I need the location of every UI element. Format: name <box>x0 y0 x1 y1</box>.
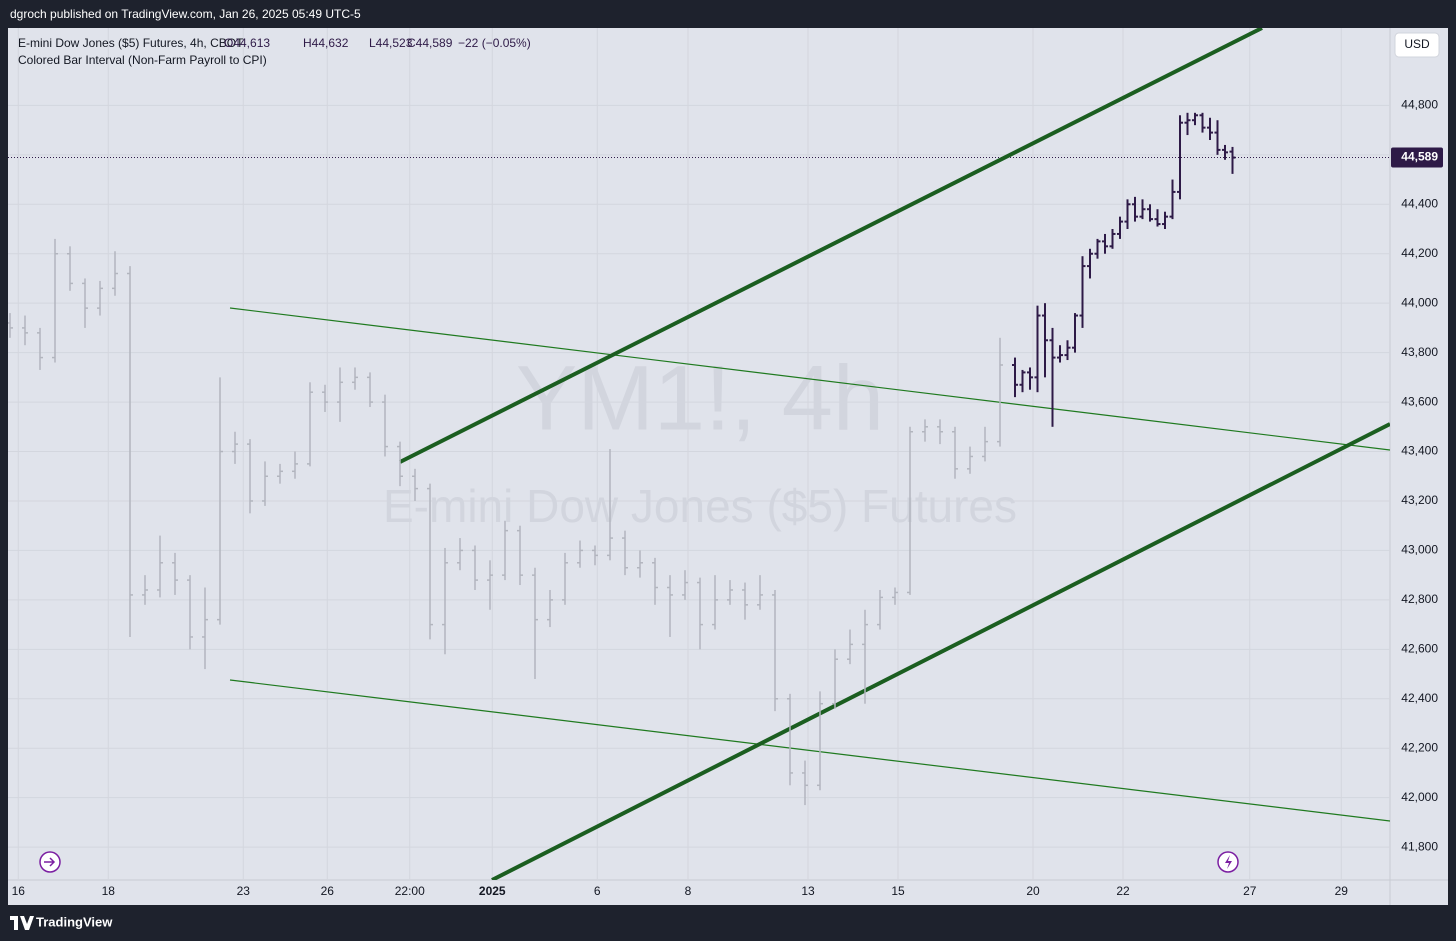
y-tick-label: 43,200 <box>1401 493 1438 507</box>
legend-open: O44,613 <box>224 36 270 50</box>
publisher-note: dgroch published on TradingView.com, Jan… <box>10 7 361 21</box>
x-tick-label: 23 <box>237 884 251 898</box>
y-tick-label: 44,000 <box>1401 295 1438 309</box>
icon-glyph <box>1225 855 1232 869</box>
x-tick-label: 16 <box>12 884 26 898</box>
x-tick-label: 26 <box>321 884 335 898</box>
icon-glyph <box>44 857 56 867</box>
legend-change: −22 (−0.05%) <box>458 36 531 50</box>
x-tick-label: 8 <box>685 884 692 898</box>
x-tick-label: 29 <box>1335 884 1349 898</box>
y-tick-label: 43,800 <box>1401 345 1438 359</box>
trend-line <box>399 28 1263 464</box>
brand-name: TradingView <box>36 914 113 929</box>
last-price-label: 44,589 <box>1401 150 1438 164</box>
replay-icon[interactable] <box>39 851 61 873</box>
trend-lines <box>229 28 1390 880</box>
x-tick-label: 13 <box>801 884 815 898</box>
y-tick-label: 44,200 <box>1401 246 1438 260</box>
trend-line <box>229 679 1390 822</box>
legend-high: H44,632 <box>303 36 349 50</box>
y-tick-label: 42,600 <box>1401 641 1438 655</box>
y-tick-label: 43,000 <box>1401 543 1438 557</box>
watermark-name: E-mini Dow Jones ($5) Futures <box>383 480 1017 532</box>
bars <box>8 112 1236 806</box>
x-tick-label: 20 <box>1026 884 1040 898</box>
legend-close: C44,589 <box>407 36 453 50</box>
currency-button[interactable] <box>1394 32 1440 58</box>
trend-line <box>491 422 1390 880</box>
trend-line <box>229 307 1390 451</box>
watermark-symbol: YM1!, 4h <box>516 347 884 449</box>
legend-low: L44,523 <box>369 36 413 50</box>
y-tick-label: 44,800 <box>1401 98 1438 112</box>
y-tick-label: 43,400 <box>1401 444 1438 458</box>
y-tick-label: 42,000 <box>1401 790 1438 804</box>
last-price-box <box>1391 147 1443 168</box>
alert-icon[interactable] <box>1217 851 1239 873</box>
x-tick-label: 18 <box>102 884 116 898</box>
y-tick-label: 42,400 <box>1401 691 1438 705</box>
x-tick-label: 27 <box>1243 884 1257 898</box>
y-tick-label: 42,200 <box>1401 740 1438 754</box>
y-tick-label: 43,600 <box>1401 394 1438 408</box>
x-tick-label: 2025 <box>479 884 506 898</box>
x-tick-label: 15 <box>891 884 905 898</box>
x-tick-label: 6 <box>594 884 601 898</box>
y-tick-label: 41,800 <box>1401 839 1438 853</box>
brand-logo <box>10 916 34 930</box>
axes: 41,800 42,000 42,200 42,400 42,600 42,800 43,0… <box>12 98 1443 898</box>
watermark: YM1!, 4h E-mini Dow Jones ($5) Futures <box>383 347 1017 532</box>
y-tick-label: 44,400 <box>1401 196 1438 210</box>
currency-label[interactable]: USD <box>1404 37 1430 51</box>
x-tick-label: 22 <box>1116 884 1130 898</box>
grid <box>8 28 1390 880</box>
legend-title: E-mini Dow Jones ($5) Futures, 4h, CBOT <box>18 36 244 50</box>
indicator-name: Colored Bar Interval (Non-Farm Payroll t… <box>18 53 267 67</box>
y-tick-label: 42,800 <box>1401 592 1438 606</box>
x-tick-label: 22:00 <box>395 884 425 898</box>
